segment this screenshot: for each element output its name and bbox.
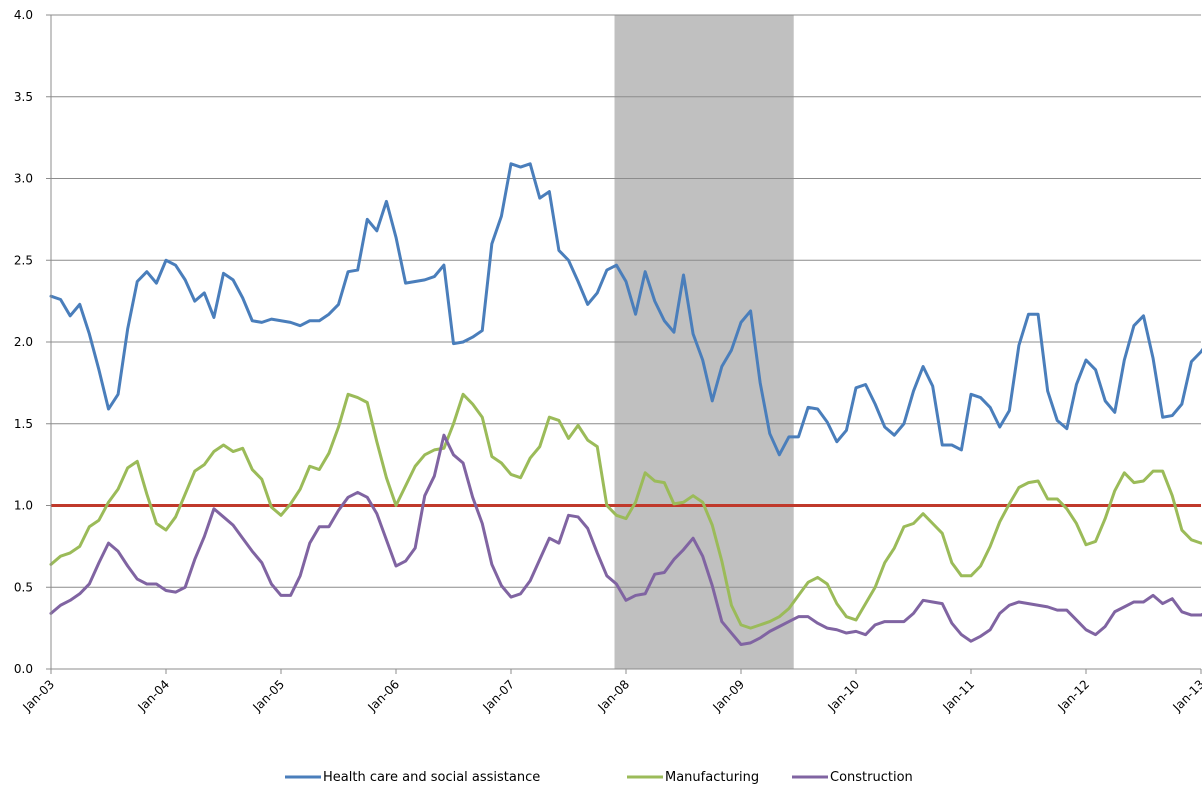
y-tick-label: 1.0 [14,499,33,513]
x-tick-label: Jan-07 [480,677,518,715]
y-tick-label: 4.0 [14,8,33,22]
series-lines [49,162,1202,646]
x-tick-label: Jan-09 [710,677,748,715]
x-tick-label: Jan-03 [20,677,58,715]
y-tick-label: 3.0 [14,172,33,186]
x-tick-label: Jan-06 [365,677,403,715]
y-tick-label: 2.5 [14,253,33,267]
y-tick-label: 0.0 [14,662,33,676]
x-tick-label: Jan-11 [940,677,978,715]
legend-label: Health care and social assistance [323,770,540,785]
x-tick-label: Jan-05 [250,677,288,715]
y-tick-label: 1.5 [14,417,33,431]
series-line-2 [49,392,1202,630]
series-line-3 [49,433,1202,646]
x-tick-label: Jan-10 [825,677,863,715]
axes [50,15,1202,674]
y-tick-label: 0.5 [14,580,33,594]
series-line-1 [49,162,1202,457]
y-tick-label: 3.5 [14,90,33,104]
legend: Health care and social assistance Manufac… [285,770,913,785]
x-tick-label: Jan-13 [1170,677,1202,715]
x-tick-label: Jan-04 [135,677,173,715]
legend-label: Manufacturing [665,770,759,785]
y-axis-tick-labels: 0.0 0.5 1.0 1.5 2.0 2.5 3.0 3.5 4.0 [14,8,33,676]
x-tick-label: Jan-08 [595,677,633,715]
x-tick-label: Jan-12 [1055,677,1093,715]
x-axis-tick-labels: Jan-03 Jan-04 Jan-05 Jan-06 Jan-07 Jan-08 Jan-… [20,677,1202,715]
y-tick-label: 2.0 [14,335,33,349]
legend-label: Construction [830,770,913,785]
